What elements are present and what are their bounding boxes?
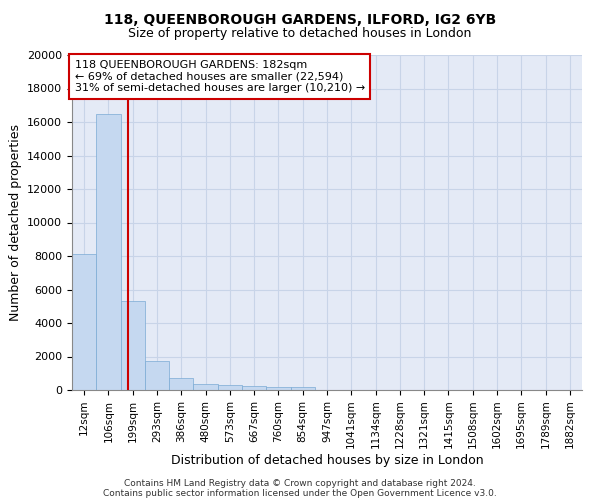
Text: Contains HM Land Registry data © Crown copyright and database right 2024.: Contains HM Land Registry data © Crown c…: [124, 478, 476, 488]
Bar: [96, 114, 121, 390]
Bar: [266, 387, 290, 390]
Y-axis label: Number of detached properties: Number of detached properties: [8, 124, 22, 321]
X-axis label: Distribution of detached houses by size in London: Distribution of detached houses by size …: [170, 454, 484, 467]
Bar: [218, 386, 242, 390]
Text: 118, QUEENBOROUGH GARDENS, ILFORD, IG2 6YB: 118, QUEENBOROUGH GARDENS, ILFORD, IG2 6…: [104, 12, 496, 26]
Text: Contains public sector information licensed under the Open Government Licence v3: Contains public sector information licen…: [103, 488, 497, 498]
Bar: [169, 378, 193, 390]
Bar: [290, 386, 315, 390]
Text: Size of property relative to detached houses in London: Size of property relative to detached ho…: [128, 28, 472, 40]
Text: 118 QUEENBOROUGH GARDENS: 182sqm
← 69% of detached houses are smaller (22,594)
3: 118 QUEENBOROUGH GARDENS: 182sqm ← 69% o…: [74, 60, 365, 93]
Bar: [72, 254, 96, 390]
Bar: [193, 384, 218, 390]
Bar: [121, 301, 145, 390]
Bar: [145, 360, 169, 390]
Bar: [242, 386, 266, 390]
